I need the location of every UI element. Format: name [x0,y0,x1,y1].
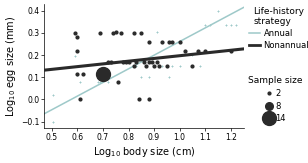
X-axis label: Log$_{10}$ body size (cm): Log$_{10}$ body size (cm) [92,145,195,159]
Y-axis label: Log$_{10}$ egg size (mm): Log$_{10}$ egg size (mm) [4,16,18,117]
Legend: 2, 8, 14: 2, 8, 14 [248,75,304,124]
